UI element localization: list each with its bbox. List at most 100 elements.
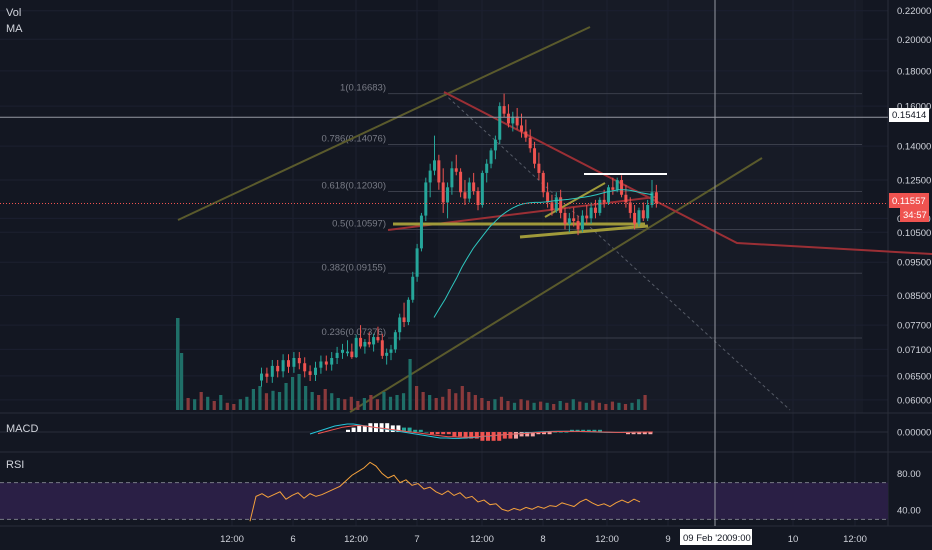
candle-body [319,361,323,368]
volume-bar [558,401,562,410]
legend-ma[interactable]: MA [6,23,23,35]
candle-body [393,332,397,350]
candle-body [459,171,463,193]
fib-level-label: 0.786(0.14076) [322,133,386,144]
macd-label[interactable]: MACD [6,423,38,435]
macd-histogram-bar [648,432,653,435]
ma-line [433,189,653,318]
candle-body [303,363,307,372]
candle-body [485,163,489,173]
candle-body [646,205,650,219]
macd-histogram-bar [525,432,530,437]
macd-histogram-bar [598,429,602,432]
candle-body [641,210,645,219]
volume-bar [467,392,471,410]
legend-vol[interactable]: Vol [6,7,21,19]
macd-histogram-bar [474,432,479,439]
macd-histogram-bar [626,432,630,435]
candle-body [633,212,637,224]
candle-body [498,106,502,140]
candle-body [297,357,301,364]
candle-body [446,187,450,203]
volume-bar [330,393,334,410]
rsi-label[interactable]: RSI [6,459,24,471]
crosshair-time-value: 09 Feb '20 [683,533,728,544]
volume-bar [591,400,595,410]
countdown-badge [900,208,929,222]
macd-histogram-bar [536,432,541,435]
candle-body [437,160,441,183]
rsi-axis-tick: 80.00 [897,469,921,480]
macd-histogram-bar [547,432,552,435]
volume-bar [284,383,288,410]
macd-histogram-bar [390,425,395,432]
volume-bar [304,386,308,410]
price-axis-tick: 0.12500 [897,176,931,187]
crosshair-clock-value: 09:00 [727,533,751,544]
candle-body [537,163,541,173]
candle-body [411,276,415,300]
volume-bar [623,404,628,410]
volume-bar [636,399,641,410]
price-axis-tick: 0.22000 [897,6,931,17]
candle-body [593,207,597,213]
macd-histogram-bar [441,432,446,435]
candle-body [281,360,285,372]
macd-histogram-bar [469,432,474,439]
candle-body [428,170,432,183]
macd-histogram-bar [362,425,367,432]
macd-histogram-bar [491,432,496,441]
macd-histogram-bar [519,432,524,437]
candle-body [580,215,584,230]
candle-body [367,341,371,345]
macd-histogram-bar [558,432,563,433]
candle-body [607,187,610,203]
volume-bar [401,393,406,410]
macd-histogram-bar [592,429,597,432]
last-price-badge [889,193,929,208]
volume-bar [251,389,256,410]
macd-indicator: 0.00000 [0,423,931,441]
time-axis-tick: 7 [414,534,419,545]
candle-body [598,199,602,213]
macd-histogram-bar [430,432,434,435]
volume-bar [323,389,327,410]
volume-bar [597,402,601,410]
volume-bar [617,402,621,410]
candle-body [559,197,563,213]
volume-bar [382,392,386,410]
last-price-value: 0.11557 [892,196,926,207]
macd-histogram-bar [452,432,457,437]
time-axis-tick: 9 [665,534,670,545]
time-axis-tick: 12:00 [843,534,867,545]
volume-bar [539,401,543,410]
fibonacci-retracement[interactable]: 1(0.16683) 0.786(0.14076) 0.618(0.12030) 0.… [322,83,862,411]
macd-histogram-bar [514,432,518,439]
trend-drawings[interactable] [177,26,932,413]
volume-bars [176,318,647,410]
macd-histogram-bar [508,432,513,439]
candlesticks [260,93,658,387]
rsi-band [0,482,888,520]
macd-histogram-bar [368,423,373,432]
candle-body [330,357,334,365]
price-axis-tick: 0.09500 [897,258,931,269]
price-axis[interactable] [888,0,932,526]
macd-histogram-bar [631,432,636,435]
volume-bar [193,399,197,410]
time-axis[interactable] [0,526,932,550]
time-axis-tick: 12:00 [470,534,494,545]
volume-bar [180,353,184,410]
volume-bar [552,404,556,410]
volume-bar [578,401,582,410]
price-axis-tick: 0.07100 [897,345,931,356]
volume-bar [199,392,203,410]
macd-histogram-bar [351,427,356,432]
price-axis-tick: 0.08500 [897,291,931,302]
candle-body [493,139,497,151]
candle-body [611,187,615,190]
crosshair-price-value: 0.15414 [892,110,926,121]
candle-body [265,373,269,377]
volume-bar [362,398,366,410]
